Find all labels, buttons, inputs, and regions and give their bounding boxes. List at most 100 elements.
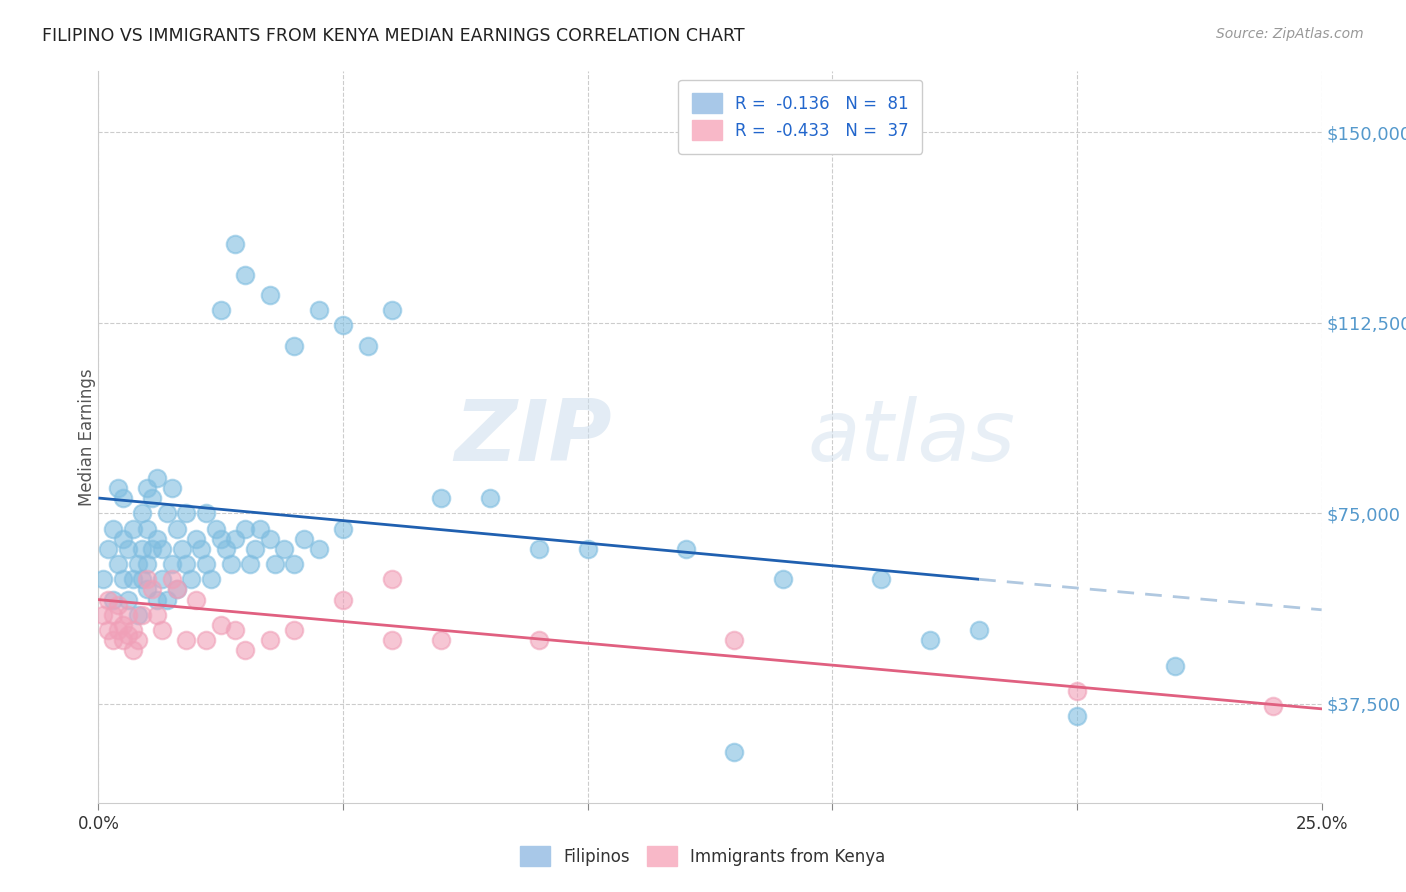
Point: [166, 582, 188, 597]
Point: [117, 592, 139, 607]
Point: [107, 481, 129, 495]
Point: [121, 521, 143, 535]
Point: [332, 318, 354, 333]
Point: [150, 572, 173, 586]
Point: [160, 572, 183, 586]
Point: [356, 338, 378, 352]
Point: [195, 633, 218, 648]
Point: [430, 633, 453, 648]
Point: [723, 633, 745, 648]
Point: [121, 643, 143, 657]
Point: [180, 572, 202, 586]
Point: [1066, 684, 1088, 698]
Point: [131, 506, 153, 520]
Point: [160, 557, 183, 571]
Point: [111, 572, 134, 586]
Point: [292, 532, 315, 546]
Point: [259, 288, 281, 302]
Point: [195, 557, 218, 571]
Point: [527, 633, 550, 648]
Point: [107, 623, 129, 637]
Point: [176, 506, 198, 520]
Point: [283, 338, 305, 352]
Point: [136, 557, 159, 571]
Point: [233, 521, 256, 535]
Point: [224, 623, 246, 637]
Point: [111, 633, 134, 648]
Point: [205, 521, 228, 535]
Point: [209, 303, 232, 318]
Point: [150, 623, 173, 637]
Point: [136, 521, 159, 535]
Point: [249, 521, 271, 535]
Point: [127, 557, 149, 571]
Point: [259, 633, 281, 648]
Point: [170, 541, 193, 556]
Point: [150, 541, 173, 556]
Point: [259, 532, 281, 546]
Point: [136, 582, 159, 597]
Point: [146, 607, 169, 622]
Point: [111, 532, 134, 546]
Point: [527, 541, 550, 556]
Point: [381, 633, 404, 648]
Point: [176, 557, 198, 571]
Y-axis label: Median Earnings: Median Earnings: [79, 368, 96, 506]
Point: [97, 623, 120, 637]
Text: Source: ZipAtlas.com: Source: ZipAtlas.com: [1216, 27, 1364, 41]
Point: [127, 607, 149, 622]
Point: [176, 633, 198, 648]
Point: [111, 491, 134, 505]
Point: [263, 557, 285, 571]
Point: [332, 592, 354, 607]
Legend: Filipinos, Immigrants from Kenya: Filipinos, Immigrants from Kenya: [512, 838, 894, 875]
Point: [156, 506, 179, 520]
Point: [91, 572, 114, 586]
Point: [141, 491, 163, 505]
Point: [308, 303, 330, 318]
Point: [156, 592, 179, 607]
Point: [283, 623, 305, 637]
Point: [675, 541, 697, 556]
Point: [101, 521, 124, 535]
Point: [186, 592, 208, 607]
Point: [101, 607, 124, 622]
Point: [772, 572, 794, 586]
Point: [117, 541, 139, 556]
Point: [224, 532, 246, 546]
Point: [91, 607, 114, 622]
Point: [381, 303, 404, 318]
Point: [141, 541, 163, 556]
Legend: R =  -0.136   N =  81, R =  -0.433   N =  37: R = -0.136 N = 81, R = -0.433 N = 37: [678, 79, 922, 153]
Point: [111, 618, 134, 632]
Point: [121, 623, 143, 637]
Point: [233, 268, 256, 282]
Text: ZIP: ZIP: [454, 395, 612, 479]
Point: [870, 572, 893, 586]
Point: [239, 557, 262, 571]
Point: [283, 557, 305, 571]
Point: [190, 541, 212, 556]
Point: [967, 623, 990, 637]
Point: [214, 541, 236, 556]
Point: [146, 592, 169, 607]
Point: [195, 506, 218, 520]
Point: [117, 628, 139, 642]
Point: [1164, 658, 1187, 673]
Point: [1066, 709, 1088, 723]
Point: [101, 633, 124, 648]
Point: [166, 521, 188, 535]
Point: [224, 237, 246, 252]
Point: [107, 557, 129, 571]
Point: [200, 572, 222, 586]
Point: [209, 618, 232, 632]
Point: [121, 572, 143, 586]
Point: [131, 572, 153, 586]
Point: [166, 582, 188, 597]
Point: [101, 592, 124, 607]
Point: [219, 557, 242, 571]
Point: [160, 481, 183, 495]
Point: [97, 541, 120, 556]
Point: [273, 541, 295, 556]
Point: [723, 745, 745, 759]
